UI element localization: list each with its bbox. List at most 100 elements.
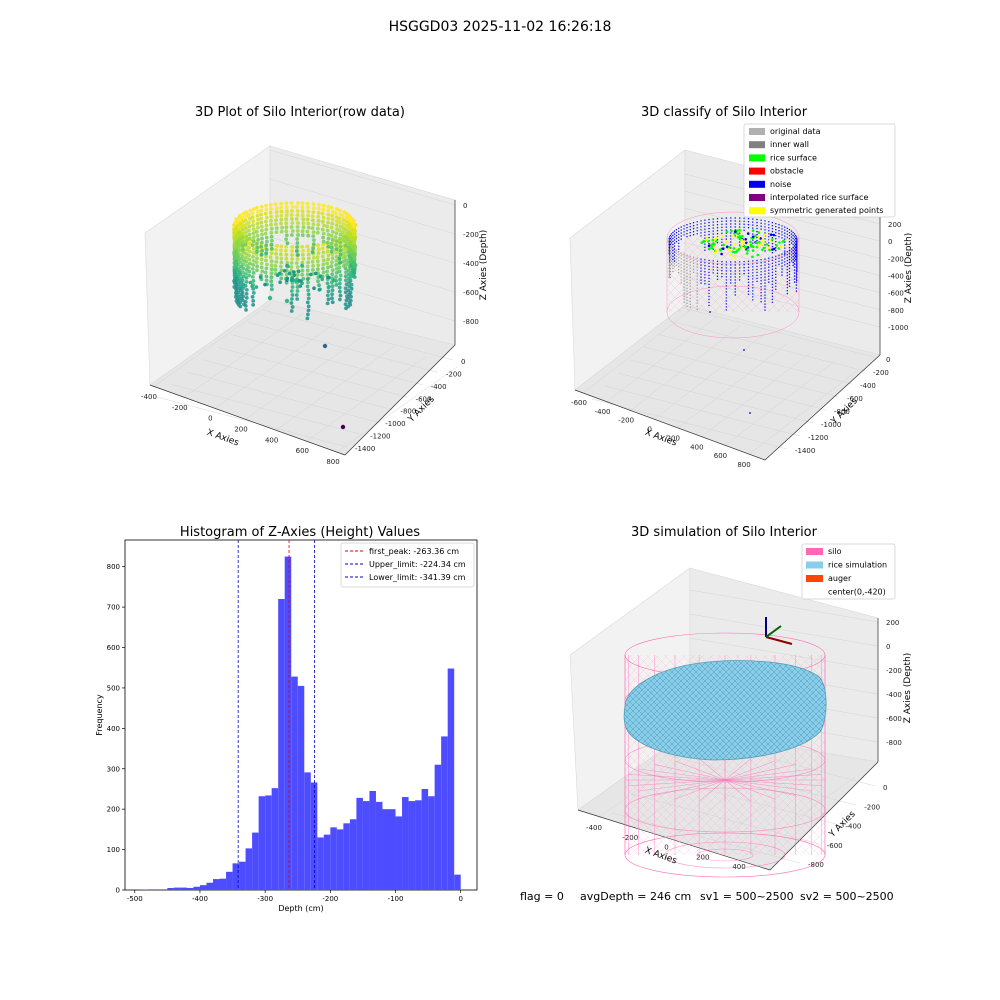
noise-point [708, 274, 710, 277]
noise-point [708, 233, 710, 236]
scatter-point [347, 284, 352, 289]
scatter-point [320, 227, 325, 232]
scatter-point [306, 256, 311, 261]
noise-point [771, 268, 774, 270]
noise-point [673, 257, 676, 259]
x-tick-label: 200 [234, 426, 247, 434]
noise-point [689, 306, 691, 308]
noise-point [788, 253, 791, 255]
histogram-bar [454, 874, 461, 890]
noise-point [756, 224, 758, 227]
noise-point [686, 224, 688, 226]
noise-point [683, 228, 685, 230]
legend-swatch [749, 141, 765, 149]
scatter-point [321, 270, 326, 275]
scatter-point [244, 268, 249, 272]
scatter-point [301, 225, 306, 230]
scatter-point [241, 223, 246, 228]
noise-point [686, 266, 688, 268]
silo-spoke [638, 779, 726, 792]
noise-point [792, 264, 794, 267]
scatter-point [273, 202, 278, 207]
noise-point [708, 265, 710, 268]
noise-point [794, 237, 797, 240]
noise-point [689, 279, 691, 281]
scatter-point [337, 216, 342, 221]
noise-point [775, 261, 777, 263]
noise-point [768, 233, 770, 235]
x-tick-label: 400 [732, 863, 745, 871]
noise-point [764, 261, 766, 263]
silo-spoke [724, 760, 776, 781]
x-ticks: -500 -400 -300 -200 -100 0 [127, 890, 463, 903]
surface-point [722, 243, 725, 247]
noise-point [700, 273, 702, 275]
x-tick-label: -400 [595, 408, 611, 416]
x-tick-label: -400 [141, 393, 157, 401]
scatter-point [246, 220, 251, 225]
noise-point [771, 289, 774, 291]
surface-point [705, 236, 709, 240]
noise-point [689, 294, 691, 296]
noise-point [673, 239, 676, 241]
scatter-point [259, 208, 264, 213]
scatter-point [316, 210, 321, 215]
noise-point [721, 238, 723, 240]
noise-point [712, 227, 714, 229]
scatter-point [269, 226, 274, 231]
noise-point [794, 246, 797, 249]
scatter-point [343, 227, 348, 232]
silo-spoke [724, 779, 822, 786]
y-tick-label: -600 [827, 842, 843, 850]
histogram-bar [408, 801, 416, 890]
histogram-bar [402, 797, 409, 890]
noise-point [696, 278, 698, 280]
noise-point [689, 273, 691, 275]
noise-point [788, 264, 791, 266]
noise-point [786, 284, 788, 286]
scatter-point [300, 205, 305, 210]
scatter-point [284, 213, 289, 218]
scatter-point [306, 205, 310, 210]
scatter-point [286, 264, 290, 269]
noise-point [686, 287, 688, 289]
noise-point [725, 282, 727, 284]
noise-point [795, 266, 798, 268]
noise-point [704, 262, 706, 264]
scatter-point [306, 296, 311, 301]
scatter-point [311, 218, 315, 223]
scatter-point [239, 252, 243, 257]
scatter-point [247, 228, 251, 233]
surface-point [762, 233, 766, 237]
scatter-point [316, 222, 321, 227]
scatter-point [306, 221, 311, 226]
scatter-point [306, 308, 311, 313]
scatter-point [340, 214, 345, 219]
noise-point [739, 279, 741, 281]
noise-point [771, 259, 774, 261]
scatter-point [290, 249, 294, 253]
scatter-point [321, 242, 326, 247]
x-tick-label: -600 [571, 399, 587, 407]
noise-point [760, 222, 762, 224]
scatter-point [275, 214, 279, 219]
noise-point [683, 253, 685, 255]
noise-point [678, 233, 680, 235]
scatter-point [311, 234, 316, 239]
noise-point [739, 270, 741, 272]
scatter-point [320, 254, 325, 259]
noise-point [790, 239, 793, 241]
scatter-point [264, 219, 268, 224]
scatter-point [251, 259, 256, 263]
noise-point [689, 226, 691, 228]
noise-point [725, 294, 727, 296]
noise-point [752, 260, 754, 262]
noise-point [721, 226, 723, 228]
noise-point [669, 258, 672, 261]
noise-point [739, 223, 741, 225]
scatter-point [305, 201, 310, 206]
noise-point [790, 248, 793, 250]
noise-point [672, 252, 674, 255]
scatter-point [290, 293, 295, 297]
scatter-point [247, 249, 252, 254]
